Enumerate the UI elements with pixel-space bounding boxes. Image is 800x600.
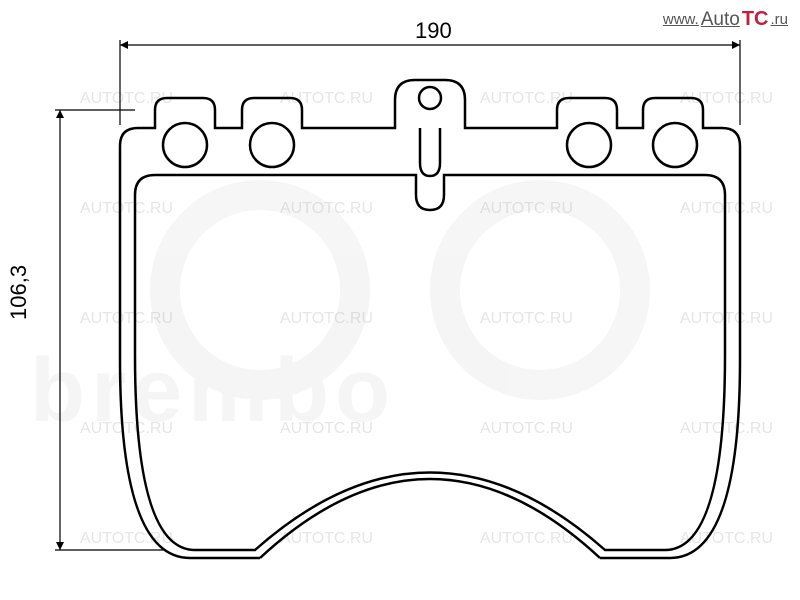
logo-red: TC [742,8,769,31]
technical-drawing [0,0,800,600]
site-logo: www. Auto TC .ru [663,8,788,31]
logo-main: Auto [701,9,740,31]
logo-suffix: .ru [770,11,788,28]
logo-prefix: www. [663,11,699,28]
